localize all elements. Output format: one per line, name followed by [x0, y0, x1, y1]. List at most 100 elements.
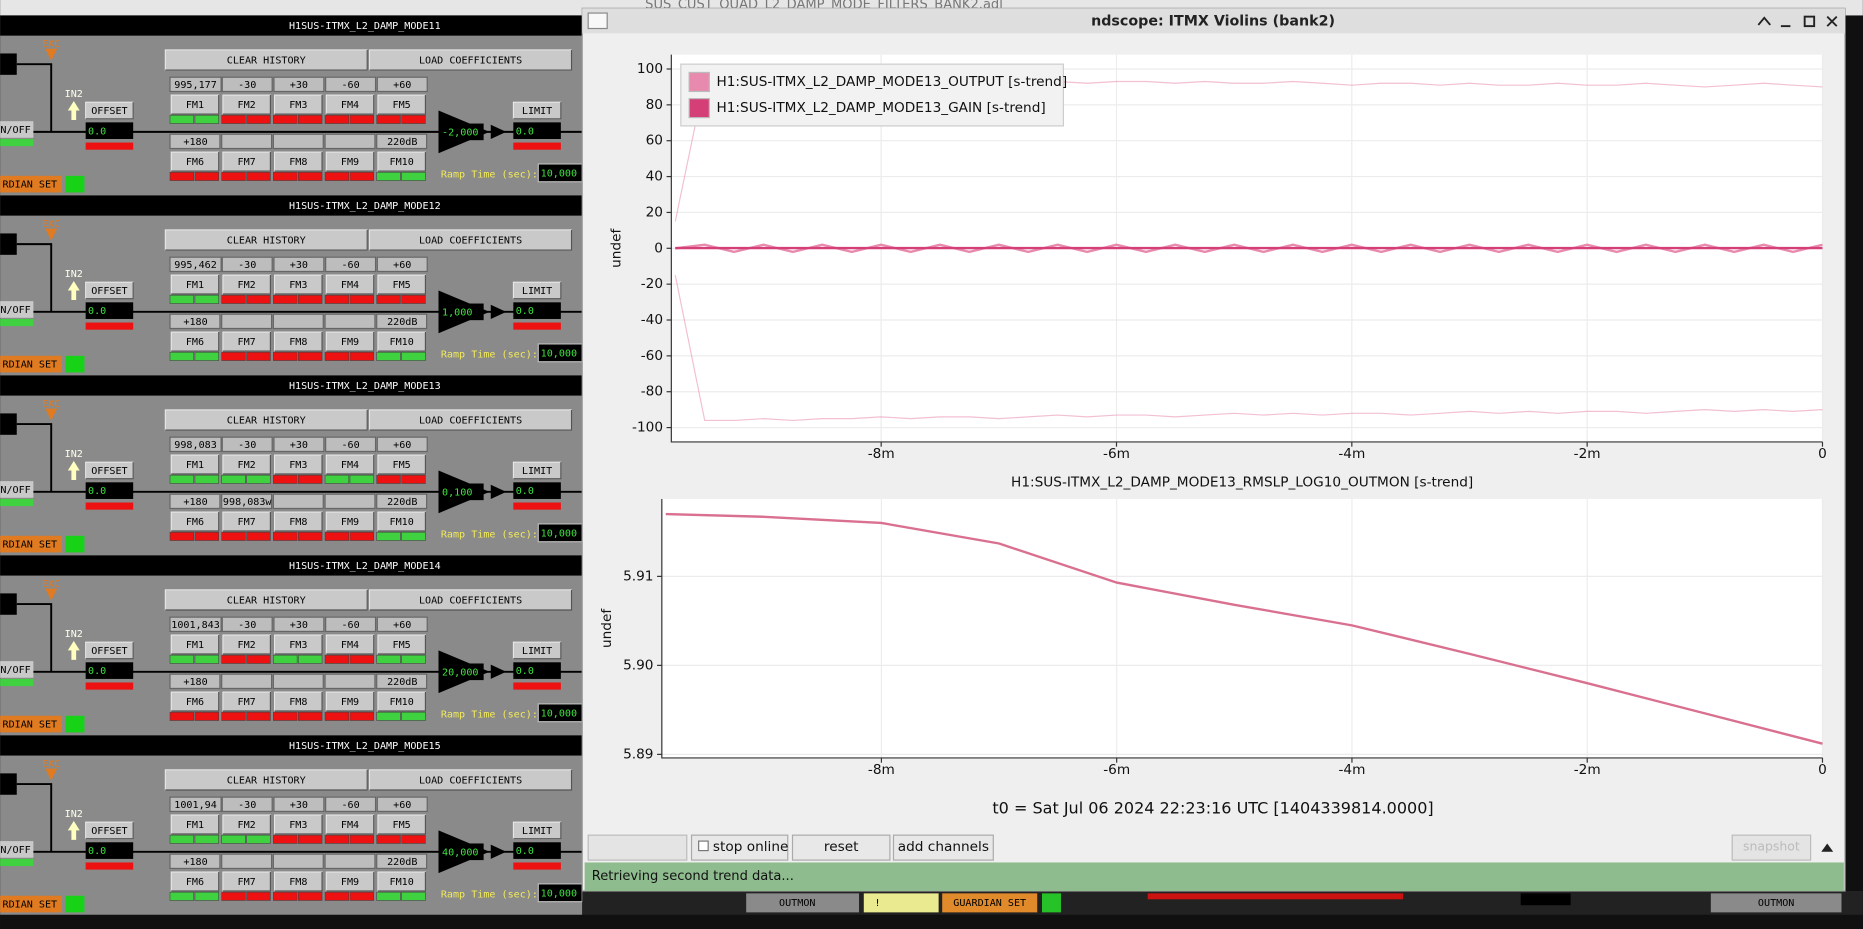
- load-coefficients-button-shadow: [369, 409, 573, 431]
- reset-button[interactable]: [791, 834, 891, 861]
- tag-box: [169, 313, 221, 330]
- offset-display: [85, 302, 134, 319]
- window-menu[interactable]: [587, 12, 608, 30]
- fm-button-shadow: [171, 512, 220, 532]
- fm-led: [194, 531, 220, 541]
- guardian-button[interactable]: [0, 895, 62, 913]
- outmon-label: OUTMON: [779, 898, 815, 909]
- gain-display: [439, 123, 484, 141]
- fm-button-shadow: [326, 95, 375, 115]
- fm-button-label: FM5: [393, 640, 411, 651]
- fm-button-label: FM4: [341, 640, 359, 651]
- y-tick-label: -60: [641, 348, 663, 364]
- outmon-label-2: OUTMON: [1758, 898, 1794, 909]
- y-tick-label: 5.89: [623, 746, 653, 762]
- fm-led: [376, 114, 401, 124]
- onoff-label: N/OFF: [0, 485, 30, 496]
- fm-button-label: FM6: [186, 337, 204, 348]
- fm-button-shadow: [377, 512, 427, 532]
- clear-history-button-shadow: [165, 49, 368, 71]
- fm-led: [324, 531, 350, 541]
- fm-button-label: FM8: [289, 697, 307, 708]
- checkbox[interactable]: [698, 840, 709, 852]
- fm-led: [273, 294, 298, 304]
- fm-button-label: FM7: [238, 157, 256, 168]
- fm-button-label: FM2: [238, 100, 256, 111]
- tag-box: [376, 256, 428, 273]
- tag-box: [272, 673, 324, 690]
- tag-label: +180: [183, 677, 207, 688]
- clear-history-button-label: CLEAR HISTORY: [227, 56, 306, 67]
- tag-box: [272, 853, 324, 870]
- fm-button-label: FM8: [289, 517, 307, 528]
- fm-button-label: FM4: [341, 100, 359, 111]
- onoff-button[interactable]: [0, 841, 34, 858]
- tag-label: -30: [238, 800, 256, 811]
- fm-led: [221, 294, 246, 304]
- snapshot-button[interactable]: [1731, 834, 1812, 861]
- fm-led: [246, 891, 271, 901]
- clear-history-button-shadow: [165, 409, 368, 431]
- load-coefficients-button-label: LOAD COEFFICIENTS: [419, 236, 522, 247]
- module-header: [0, 195, 583, 216]
- onoff-button[interactable]: [0, 121, 34, 138]
- limit-value: 0.0: [516, 846, 534, 857]
- onoff-label: N/OFF: [0, 665, 30, 676]
- start-button[interactable]: [587, 834, 688, 861]
- fm-led: [246, 531, 271, 541]
- guardian-label: RDIAN SET: [3, 540, 58, 551]
- guardian-button[interactable]: [0, 535, 62, 553]
- clear-history-button-label: CLEAR HISTORY: [227, 596, 306, 607]
- fm-button-shadow: [222, 95, 271, 115]
- fm-led: [298, 114, 323, 124]
- fm-button-shadow: [274, 454, 323, 475]
- limit-button-label: LIMIT: [522, 106, 552, 117]
- counter-box: [169, 436, 222, 453]
- btn-close[interactable]: [1826, 15, 1838, 27]
- fm-button-label: FM7: [238, 337, 256, 348]
- tag-box: [325, 616, 377, 633]
- ramp-value: 10,000: [541, 708, 577, 719]
- guardian-button[interactable]: [0, 175, 62, 193]
- offset-button-label: OFFSET: [91, 646, 127, 657]
- guardian-button[interactable]: [0, 715, 62, 733]
- guardian-button[interactable]: [0, 355, 62, 373]
- warn-box: [863, 893, 939, 913]
- tag-label: -60: [341, 800, 359, 811]
- guardian-set[interactable]: [942, 893, 1038, 913]
- btn-maximize[interactable]: [1803, 15, 1816, 28]
- onoff-button[interactable]: [0, 481, 34, 498]
- tag-box: [272, 493, 324, 510]
- offset-led: [85, 142, 134, 150]
- tag-label: +30: [290, 80, 308, 91]
- fm-led: [169, 654, 195, 664]
- limit-display: [513, 842, 561, 859]
- in2-label: IN2: [65, 449, 83, 460]
- fm-button-shadow: [274, 275, 323, 295]
- limit-button-label: LIMIT: [522, 466, 552, 477]
- fm-led: [221, 531, 246, 541]
- tag-label: +30: [290, 620, 308, 631]
- onoff-button[interactable]: [0, 301, 34, 318]
- limit-value: 0.0: [516, 666, 534, 677]
- y-axis-label: undef: [609, 228, 625, 268]
- fm-button-shadow: [377, 814, 427, 835]
- guardian-led: [1041, 893, 1061, 913]
- onoff-button[interactable]: [0, 661, 34, 678]
- fm-led: [376, 474, 401, 484]
- add-channels-button[interactable]: [892, 834, 994, 861]
- fm-button-shadow: [326, 275, 375, 295]
- limit-button-shadow: [513, 642, 562, 660]
- btn-shade[interactable]: [1757, 16, 1771, 26]
- fm-button-shadow: [274, 871, 323, 892]
- offset-button-label: OFFSET: [91, 466, 127, 477]
- guardian-label: RDIAN SET: [3, 900, 58, 911]
- fm-button-label: FM2: [238, 640, 256, 651]
- tag-label: 220dB: [387, 137, 417, 148]
- fm-button-label: FM5: [393, 100, 411, 111]
- expand-toggle[interactable]: [1821, 843, 1834, 852]
- fm-led: [169, 351, 195, 361]
- limit-button-label: LIMIT: [522, 286, 552, 297]
- guardian-label: RDIAN SET: [3, 180, 58, 191]
- offset-led: [85, 322, 134, 330]
